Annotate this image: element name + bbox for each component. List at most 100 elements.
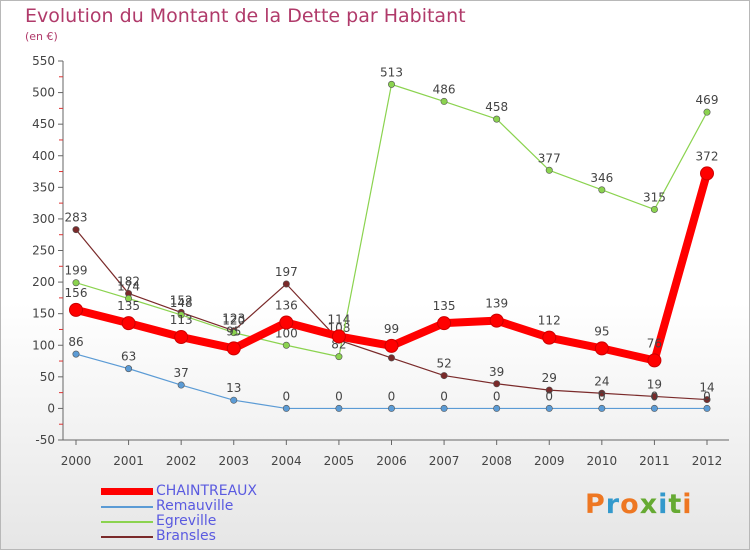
x-tick-label: 2006 [376, 454, 407, 468]
data-label: 29 [542, 371, 557, 385]
y-tick-label: 100 [32, 338, 55, 352]
data-label: 0 [335, 389, 343, 403]
data-label: 99 [384, 322, 399, 336]
legend-swatch [101, 488, 153, 495]
data-label: 39 [489, 365, 504, 379]
chart-title: Evolution du Montant de la Dette par Hab… [25, 5, 466, 27]
data-point [282, 404, 290, 412]
data-label: 113 [170, 313, 193, 327]
data-label: 156 [65, 286, 88, 300]
y-tick-label: 250 [32, 244, 55, 258]
data-label: 315 [643, 190, 666, 204]
x-tick-label: 2012 [692, 454, 723, 468]
x-tick-label: 2010 [587, 454, 618, 468]
data-label: 182 [117, 274, 140, 288]
data-point [440, 404, 448, 412]
data-label: 0 [283, 389, 291, 403]
data-point [72, 350, 80, 358]
y-tick-label: 200 [32, 275, 55, 289]
data-point [598, 186, 606, 194]
data-point [387, 404, 395, 412]
legend-label: Bransles [156, 528, 216, 544]
data-point [69, 302, 83, 317]
data-point [279, 315, 294, 330]
x-tick-label: 2002 [166, 454, 197, 468]
data-label: 377 [538, 151, 561, 165]
data-label: 283 [65, 211, 88, 225]
data-point [121, 316, 136, 331]
data-label: 458 [485, 100, 508, 114]
y-tick-label: 150 [32, 307, 55, 321]
data-point [647, 353, 662, 368]
data-point [72, 226, 80, 234]
y-tick-label: 450 [32, 117, 55, 131]
data-label: 95 [594, 324, 609, 338]
data-point [703, 396, 711, 404]
data-point [493, 404, 501, 412]
data-label: 135 [433, 299, 456, 313]
data-label: 136 [275, 299, 298, 313]
data-point [282, 280, 290, 288]
y-tick-label: 300 [32, 212, 55, 226]
x-tick-label: 2001 [113, 454, 144, 468]
data-point [545, 166, 553, 174]
legend-swatch [101, 536, 153, 538]
data-label: 86 [68, 335, 83, 349]
data-point [226, 341, 241, 356]
data-point [387, 80, 395, 88]
data-point [387, 354, 395, 362]
data-label: 13 [226, 381, 241, 395]
data-label: 0 [598, 389, 606, 403]
data-point [174, 330, 189, 345]
data-point [650, 404, 658, 412]
data-label: 112 [538, 314, 561, 328]
data-label: 0 [703, 389, 711, 403]
data-point [335, 353, 343, 361]
y-tick-label: 350 [32, 180, 55, 194]
data-point [125, 365, 133, 373]
data-label: 0 [440, 389, 448, 403]
data-label: 63 [121, 350, 136, 364]
data-label: 152 [170, 293, 193, 307]
data-point [703, 404, 711, 412]
y-tick-label: 0 [47, 401, 55, 415]
data-point [230, 396, 238, 404]
legend-swatch [101, 521, 153, 523]
data-label: 37 [174, 366, 189, 380]
data-point [598, 389, 606, 397]
data-label: 52 [436, 357, 451, 371]
data-point [545, 386, 553, 394]
data-point [437, 316, 452, 331]
data-label: 174 [117, 280, 140, 294]
data-point [177, 381, 185, 389]
legend-label: Egreville [156, 513, 217, 529]
data-point [598, 404, 606, 412]
data-label: 346 [590, 171, 613, 185]
y-tick-label: -50 [35, 433, 55, 447]
data-point [703, 108, 711, 116]
chart-subtitle: (en €) [25, 30, 58, 43]
data-label: 95 [226, 324, 241, 338]
data-label: 139 [485, 297, 508, 311]
data-point [440, 97, 448, 105]
data-label: 0 [388, 389, 396, 403]
data-label: 135 [117, 299, 140, 313]
data-label: 0 [493, 389, 501, 403]
data-label: 0 [545, 389, 553, 403]
x-tick-label: 2005 [324, 454, 355, 468]
x-tick-label: 2009 [534, 454, 565, 468]
data-label: 76 [647, 336, 662, 350]
data-point [230, 329, 238, 337]
proxiti-logo: Proxiti [585, 489, 693, 520]
data-label: 469 [696, 93, 719, 107]
data-point [335, 404, 343, 412]
legend-label: CHAINTREAUX [156, 483, 258, 499]
x-tick-label: 2011 [639, 454, 670, 468]
x-tick-label: 2008 [481, 454, 512, 468]
x-tick-label: 2007 [429, 454, 460, 468]
data-point [282, 341, 290, 349]
data-label: 120 [222, 314, 245, 328]
data-point [594, 341, 609, 356]
